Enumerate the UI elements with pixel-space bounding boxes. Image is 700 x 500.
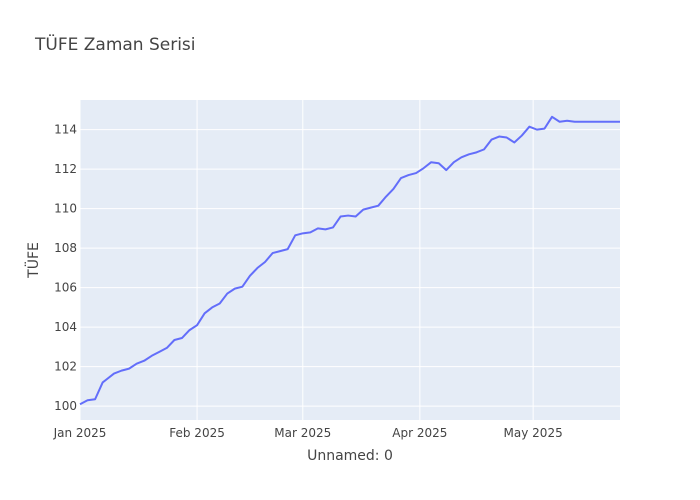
chart-title: TÜFE Zaman Serisi	[34, 33, 196, 55]
x-tick-label: May 2025	[504, 426, 563, 440]
x-tick-label: Apr 2025	[392, 426, 447, 440]
y-tick-label: 102	[54, 360, 77, 374]
x-tick-label: Mar 2025	[274, 426, 331, 440]
y-tick-label: 108	[54, 241, 77, 255]
y-tick-label: 104	[54, 320, 77, 334]
x-axis-title: Unnamed: 0	[307, 448, 393, 464]
y-tick-label: 110	[54, 202, 77, 216]
x-tick-label: Jan 2025	[53, 426, 107, 440]
y-tick-label: 114	[54, 123, 77, 137]
plot-area	[80, 100, 620, 420]
x-tick-label: Feb 2025	[169, 426, 225, 440]
y-axis-title: TÜFE	[24, 242, 42, 279]
y-tick-label: 106	[54, 281, 77, 295]
y-tick-label: 100	[54, 399, 77, 413]
y-tick-label: 112	[54, 162, 77, 176]
